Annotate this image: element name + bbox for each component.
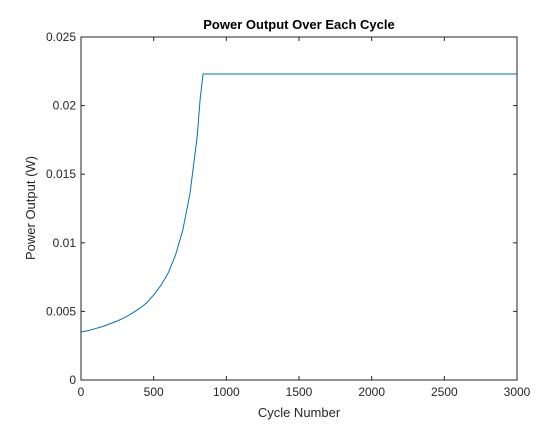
y-axis-label: Power Output (W): [23, 156, 38, 260]
y-tick-label: 0.015: [46, 167, 76, 181]
x-tick-label: 1000: [213, 385, 240, 399]
y-tick-label: 0.02: [53, 99, 77, 113]
x-tick-label: 0: [78, 385, 85, 399]
series-line: [80, 73, 517, 333]
y-tick-label: 0.025: [46, 30, 76, 44]
x-axis: 0 500 1000 1500 2000 2500 3000: [78, 37, 531, 399]
x-tick-label: 500: [144, 385, 164, 399]
y-tick-label: 0.005: [46, 304, 76, 318]
plot-area: [81, 37, 517, 380]
y-tick-label: 0.01: [53, 236, 77, 250]
y-axis: 0 0.005 0.01 0.015 0.02 0.025: [46, 30, 517, 387]
x-tick-label: 1500: [286, 385, 313, 399]
chart-title: Power Output Over Each Cycle: [203, 17, 394, 32]
series-layer: [80, 73, 517, 333]
y-tick-label: 0: [69, 373, 76, 387]
x-tick-label: 3000: [504, 385, 531, 399]
x-tick-label: 2500: [431, 385, 458, 399]
x-axis-label: Cycle Number: [258, 405, 341, 420]
x-tick-label: 2000: [358, 385, 385, 399]
